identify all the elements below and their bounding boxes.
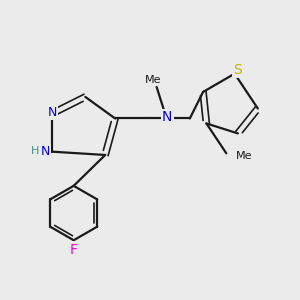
Text: N: N — [47, 106, 57, 119]
Text: Me: Me — [236, 151, 252, 161]
Text: H: H — [31, 146, 40, 156]
Text: F: F — [70, 242, 78, 256]
Text: Me: Me — [145, 75, 162, 85]
Text: N: N — [41, 145, 50, 158]
Text: S: S — [233, 63, 242, 77]
Text: N: N — [162, 110, 172, 124]
